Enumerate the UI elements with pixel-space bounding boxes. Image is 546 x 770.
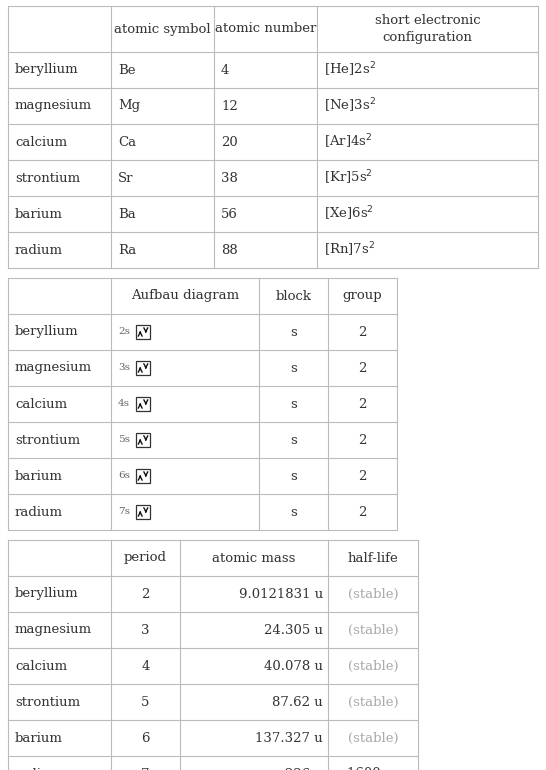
Text: 3s: 3s	[118, 363, 130, 373]
Text: [Xe]6s$^2$: [Xe]6s$^2$	[324, 205, 374, 223]
Text: (stable): (stable)	[348, 659, 399, 672]
Text: 38: 38	[221, 172, 238, 185]
Text: (stable): (stable)	[348, 732, 399, 745]
Text: barium: barium	[15, 732, 63, 745]
Text: calcium: calcium	[15, 397, 67, 410]
Text: Be: Be	[118, 63, 135, 76]
Text: 6s: 6s	[118, 471, 130, 480]
Text: magnesium: magnesium	[15, 99, 92, 112]
Text: 2: 2	[358, 326, 367, 339]
Text: radium: radium	[15, 243, 63, 256]
Bar	[136, 505, 150, 519]
Text: calcium: calcium	[15, 659, 67, 672]
Text: 2: 2	[358, 361, 367, 374]
Bar	[136, 433, 150, 447]
Text: s: s	[290, 434, 297, 447]
Text: Ra: Ra	[118, 243, 136, 256]
Text: [He]2s$^2$: [He]2s$^2$	[324, 61, 376, 79]
Text: magnesium: magnesium	[15, 624, 92, 637]
Text: 2: 2	[358, 470, 367, 483]
Text: (stable): (stable)	[348, 624, 399, 637]
Text: 3: 3	[141, 624, 150, 637]
Text: (stable): (stable)	[348, 588, 399, 601]
Text: Aufbau diagram: Aufbau diagram	[131, 290, 239, 303]
Text: beryllium: beryllium	[15, 63, 79, 76]
Text: 56: 56	[221, 207, 238, 220]
Text: short electronic
configuration: short electronic configuration	[375, 15, 480, 43]
Text: 20: 20	[221, 136, 238, 149]
Bar	[136, 469, 150, 483]
Text: 6: 6	[141, 732, 150, 745]
Text: atomic number: atomic number	[215, 22, 316, 35]
Text: 7s: 7s	[118, 507, 130, 517]
Text: half-life: half-life	[348, 551, 399, 564]
Text: 4: 4	[141, 659, 150, 672]
Text: s: s	[290, 326, 297, 339]
Text: Ba: Ba	[118, 207, 136, 220]
Text: 24.305 u: 24.305 u	[264, 624, 323, 637]
Text: 1600 yr: 1600 yr	[347, 768, 399, 770]
Text: magnesium: magnesium	[15, 361, 92, 374]
Text: barium: barium	[15, 207, 63, 220]
Text: 2: 2	[358, 505, 367, 518]
Text: [Ne]3s$^2$: [Ne]3s$^2$	[324, 97, 376, 115]
Text: radium: radium	[15, 768, 63, 770]
Text: [Rn]7s$^2$: [Rn]7s$^2$	[324, 241, 375, 259]
Text: block: block	[276, 290, 312, 303]
Text: s: s	[290, 397, 297, 410]
Text: [Kr]5s$^2$: [Kr]5s$^2$	[324, 169, 373, 187]
Text: strontium: strontium	[15, 695, 80, 708]
Text: strontium: strontium	[15, 434, 80, 447]
Text: radium: radium	[15, 505, 63, 518]
Bar	[136, 361, 150, 375]
Text: group: group	[343, 290, 382, 303]
Text: 88: 88	[221, 243, 238, 256]
Text: beryllium: beryllium	[15, 588, 79, 601]
Text: Ca: Ca	[118, 136, 136, 149]
Text: (stable): (stable)	[348, 695, 399, 708]
Text: s: s	[290, 470, 297, 483]
Text: s: s	[290, 361, 297, 374]
Text: 12: 12	[221, 99, 238, 112]
Text: s: s	[290, 505, 297, 518]
Text: beryllium: beryllium	[15, 326, 79, 339]
Text: 7: 7	[141, 768, 150, 770]
Text: barium: barium	[15, 470, 63, 483]
Text: 4: 4	[221, 63, 229, 76]
Text: atomic mass: atomic mass	[212, 551, 296, 564]
Text: 9.0121831 u: 9.0121831 u	[239, 588, 323, 601]
Text: 5s: 5s	[118, 436, 130, 444]
Text: atomic symbol: atomic symbol	[114, 22, 211, 35]
Text: 87.62 u: 87.62 u	[272, 695, 323, 708]
Text: 2: 2	[358, 397, 367, 410]
Text: period: period	[124, 551, 167, 564]
Text: 2: 2	[358, 434, 367, 447]
Text: 2: 2	[141, 588, 150, 601]
Text: [Ar]4s$^2$: [Ar]4s$^2$	[324, 133, 372, 151]
Bar	[136, 325, 150, 339]
Text: calcium: calcium	[15, 136, 67, 149]
Bar	[136, 397, 150, 411]
Text: Mg: Mg	[118, 99, 140, 112]
Text: Sr: Sr	[118, 172, 134, 185]
Text: 2s: 2s	[118, 327, 130, 336]
Text: 4s: 4s	[118, 400, 130, 409]
Text: 226 u: 226 u	[285, 768, 323, 770]
Text: 40.078 u: 40.078 u	[264, 659, 323, 672]
Text: 137.327 u: 137.327 u	[255, 732, 323, 745]
Text: 5: 5	[141, 695, 150, 708]
Text: strontium: strontium	[15, 172, 80, 185]
